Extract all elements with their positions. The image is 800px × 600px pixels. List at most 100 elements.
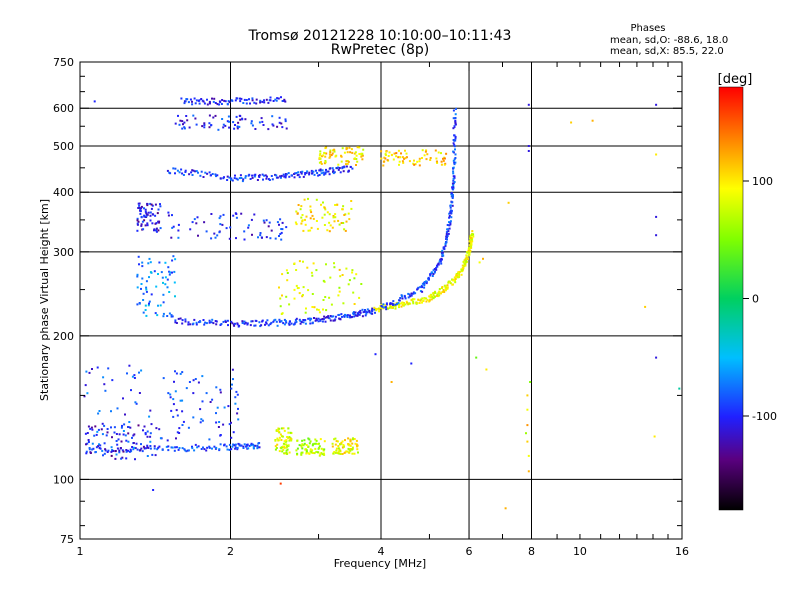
echo-point <box>311 452 314 454</box>
echo-point <box>328 173 331 176</box>
echo-point <box>452 159 455 162</box>
echo-point <box>380 150 383 153</box>
echo-point <box>449 221 452 224</box>
echo-point <box>187 321 190 324</box>
echo-point <box>446 238 448 241</box>
echo-point <box>318 174 321 176</box>
echo-point <box>445 237 448 239</box>
echo-point <box>125 439 128 442</box>
echo-point <box>261 173 264 176</box>
echo-point <box>361 158 364 161</box>
echo-point <box>154 203 157 206</box>
echo-point <box>210 124 213 127</box>
echo-point <box>194 102 197 105</box>
echo-point <box>348 316 351 319</box>
echo-point <box>420 284 423 287</box>
echo-point <box>221 223 224 226</box>
echo-point <box>208 100 211 103</box>
echo-point <box>215 320 218 323</box>
echo-point <box>436 162 439 164</box>
echo-point <box>141 265 144 268</box>
echo-point <box>371 312 374 315</box>
echo-point <box>167 211 170 214</box>
echo-point <box>208 122 211 125</box>
echo-point <box>209 174 212 177</box>
echo-point <box>305 307 307 310</box>
echo-point <box>431 295 434 298</box>
echo-point <box>116 447 119 450</box>
echo-point <box>218 100 221 103</box>
echo-point <box>224 321 227 323</box>
echo-point <box>181 322 184 325</box>
echo-point <box>401 301 404 304</box>
echo-point <box>105 434 108 437</box>
echo-point <box>177 114 179 117</box>
echo-point <box>218 421 221 423</box>
echo-point <box>276 437 279 440</box>
echo-point <box>96 430 99 433</box>
echo-point <box>412 292 415 295</box>
echo-point <box>298 318 301 321</box>
echo-point <box>189 228 192 231</box>
echo-point <box>344 439 346 442</box>
echo-point <box>231 99 234 102</box>
echo-point <box>180 168 183 171</box>
echo-point <box>237 121 240 124</box>
echo-point <box>416 288 419 291</box>
echo-point <box>391 305 394 308</box>
echo-point <box>429 159 432 161</box>
echo-point <box>356 445 358 448</box>
echo-point <box>442 246 445 249</box>
echo-point <box>355 443 358 446</box>
echo-point <box>116 443 119 446</box>
echo-point <box>353 438 356 440</box>
echo-point <box>446 224 449 226</box>
echo-point <box>134 458 136 461</box>
echo-point <box>185 387 188 390</box>
echo-point <box>193 318 196 321</box>
echo-point <box>526 408 529 411</box>
echo-point <box>310 226 313 229</box>
echo-point <box>149 261 152 264</box>
echo-point <box>210 213 213 215</box>
echo-point <box>235 177 238 180</box>
echo-point <box>295 223 298 226</box>
echo-point <box>313 173 316 176</box>
echo-point <box>176 414 179 417</box>
echo-point <box>316 227 319 230</box>
echo-point <box>189 323 192 326</box>
echo-point <box>162 377 165 380</box>
echo-point <box>322 154 325 157</box>
echo-point <box>269 237 272 240</box>
echo-point <box>192 169 195 172</box>
echo-point <box>388 151 391 154</box>
echo-point <box>444 242 447 245</box>
echo-point <box>104 389 107 392</box>
echo-point <box>215 446 218 449</box>
echo-point <box>213 97 216 100</box>
echo-point <box>414 292 417 295</box>
echo-point <box>85 443 87 446</box>
echo-point <box>118 451 121 454</box>
echo-point <box>83 395 86 398</box>
echo-point <box>452 179 455 182</box>
echo-point <box>175 322 178 324</box>
echo-point <box>320 447 323 450</box>
echo-point <box>343 445 345 448</box>
echo-point <box>452 279 455 282</box>
echo-point <box>449 282 452 285</box>
echo-point <box>93 434 96 437</box>
echo-point <box>391 303 394 306</box>
echo-point <box>281 450 284 453</box>
echo-point <box>470 243 473 246</box>
echo-point <box>115 440 118 442</box>
echo-point <box>250 442 253 445</box>
echo-point <box>444 286 447 289</box>
echo-point <box>526 394 529 397</box>
echo-point <box>319 152 322 155</box>
echo-point <box>179 119 182 122</box>
echo-point <box>284 452 287 455</box>
echo-point <box>357 451 359 454</box>
echo-point <box>218 103 220 106</box>
echo-point <box>131 446 134 448</box>
